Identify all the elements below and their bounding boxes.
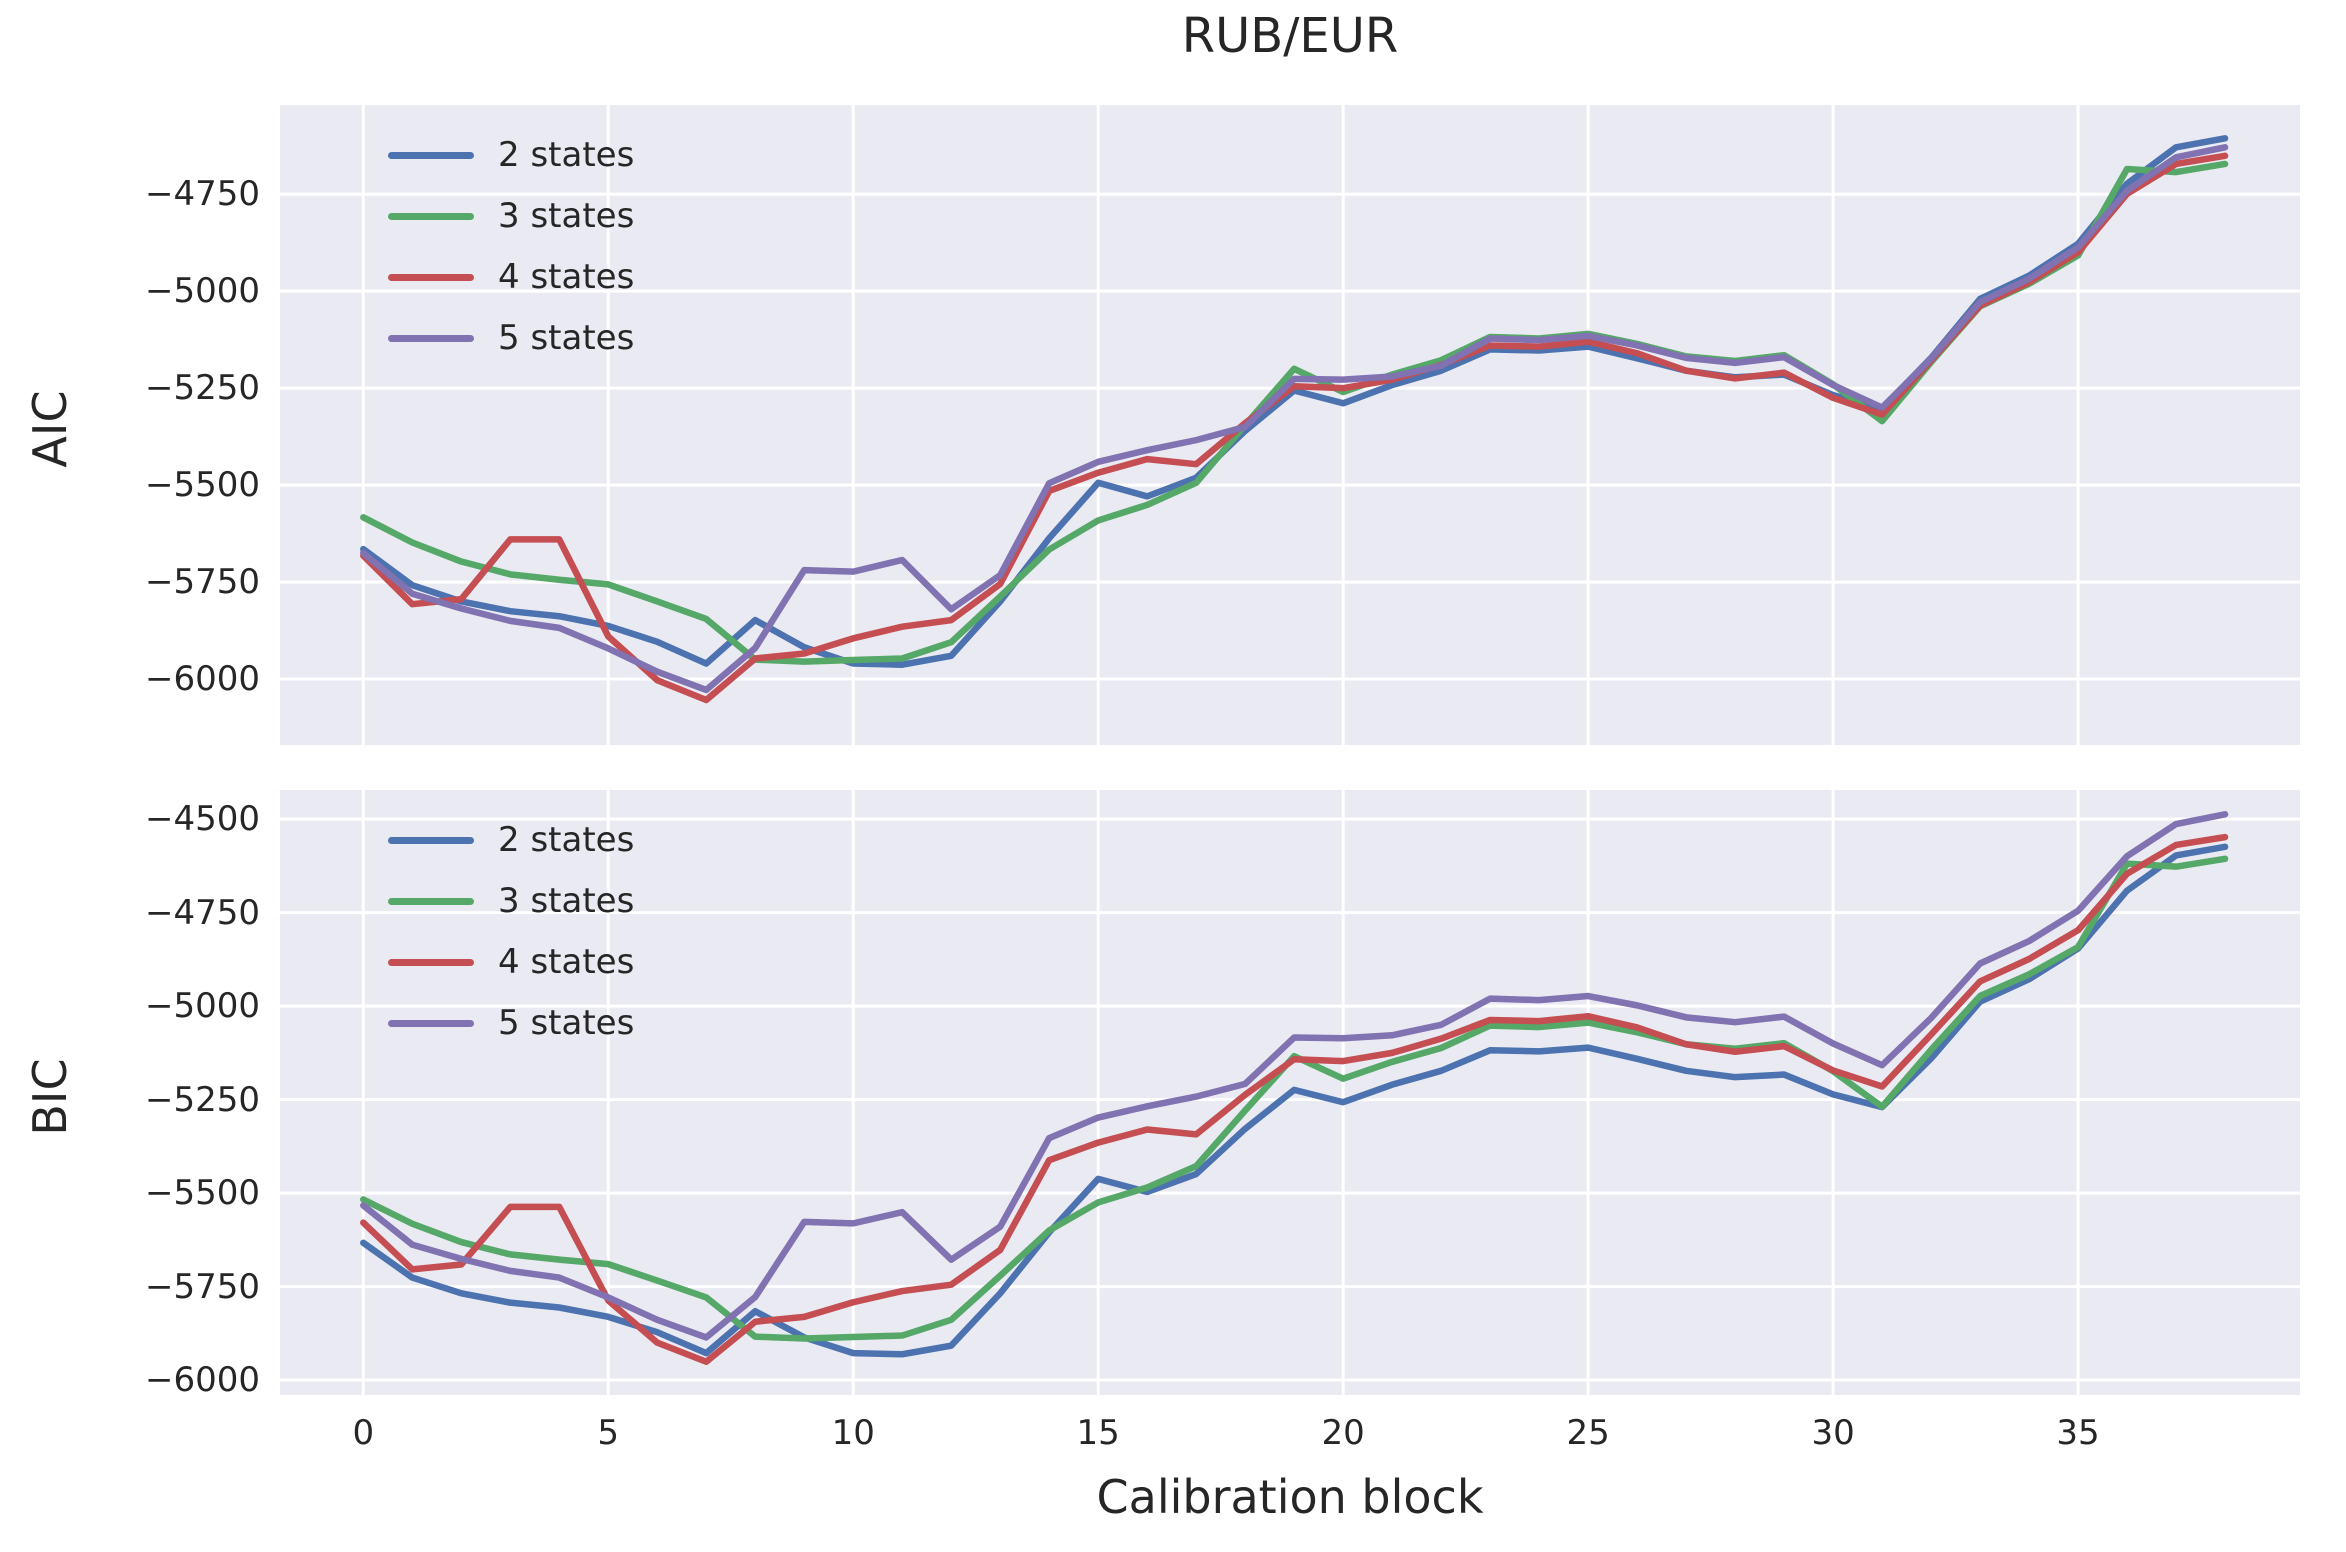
aic-series-4-states — [360, 152, 2229, 704]
bic-series-5-states — [360, 811, 2229, 1341]
aic-legend-item-5-states: 5 states — [388, 321, 634, 355]
bic-series-4-states — [360, 833, 2229, 1365]
bic-series-2-states — [360, 843, 2229, 1358]
bic-legend-item-4-states: 4 states — [388, 945, 634, 979]
aic-y-tick-label: −6000 — [144, 659, 260, 700]
aic-series-5-states — [360, 144, 2229, 694]
legend-line-swatch — [388, 273, 474, 281]
x-tick-label: 25 — [1566, 1413, 1610, 1453]
aic-legend-item-2-states: 2 states — [388, 138, 634, 172]
aic-axis-label: AIC — [23, 390, 77, 468]
legend-label: 3 states — [498, 881, 635, 921]
bic-chart-canvas — [280, 790, 2300, 1395]
aic-series-2-states — [360, 135, 2229, 668]
aic-y-tick-label: −5000 — [144, 271, 260, 312]
aic-plot-panel — [280, 105, 2300, 745]
legend-line-swatch — [388, 897, 474, 905]
bic-legend-item-2-states: 2 states — [388, 823, 634, 857]
bic-legend: 2 states 3 states 4 states 5 states — [388, 823, 634, 1040]
bic-y-tick-label: −5250 — [144, 1079, 260, 1120]
x-tick-label: 0 — [352, 1413, 375, 1453]
aic-chart-canvas — [280, 105, 2300, 745]
bic-y-tick-label: −5750 — [144, 1266, 260, 1307]
bic-y-tick-label: −4500 — [144, 799, 260, 840]
aic-legend-item-3-states: 3 states — [388, 199, 634, 233]
x-tick-label: 20 — [1321, 1413, 1365, 1453]
bic-y-tick-label: −5500 — [144, 1173, 260, 1214]
aic-y-tick-label: −4750 — [144, 174, 260, 215]
aic-legend-item-4-states: 4 states — [388, 260, 634, 294]
legend-line-swatch — [388, 1019, 474, 1027]
x-tick-label: 5 — [597, 1413, 620, 1453]
bic-axis-label: BIC — [23, 1057, 77, 1136]
legend-label: 4 states — [498, 942, 635, 982]
x-tick-label: 35 — [2056, 1413, 2100, 1453]
chart-title: RUB/EUR — [1181, 8, 1399, 64]
aic-y-tick-label: −5250 — [144, 368, 260, 409]
legend-line-swatch — [388, 958, 474, 966]
bic-legend-item-3-states: 3 states — [388, 884, 634, 918]
legend-label: 2 states — [498, 820, 635, 860]
legend-label: 4 states — [498, 257, 635, 297]
aic-legend: 2 states 3 states 4 states 5 states — [388, 138, 634, 355]
x-tick-label: 15 — [1076, 1413, 1120, 1453]
aic-y-tick-label: −5500 — [144, 465, 260, 506]
legend-line-swatch — [388, 836, 474, 844]
legend-line-swatch — [388, 334, 474, 342]
bic-y-tick-label: −5000 — [144, 986, 260, 1027]
legend-line-swatch — [388, 151, 474, 159]
x-tick-label: 10 — [831, 1413, 875, 1453]
legend-line-swatch — [388, 212, 474, 220]
x-tick-label: 30 — [1811, 1413, 1855, 1453]
legend-label: 5 states — [498, 1003, 635, 1043]
legend-label: 2 states — [498, 135, 635, 175]
bic-plot-panel — [280, 790, 2300, 1395]
aic-y-tick-label: −5750 — [144, 562, 260, 603]
legend-label: 5 states — [498, 318, 635, 358]
bic-legend-item-5-states: 5 states — [388, 1006, 634, 1040]
aic-series-3-states — [360, 160, 2229, 665]
bic-y-tick-label: −6000 — [144, 1360, 260, 1401]
x-axis-label: Calibration block — [1096, 1470, 1484, 1524]
legend-label: 3 states — [498, 196, 635, 236]
bic-y-tick-label: −4750 — [144, 892, 260, 933]
